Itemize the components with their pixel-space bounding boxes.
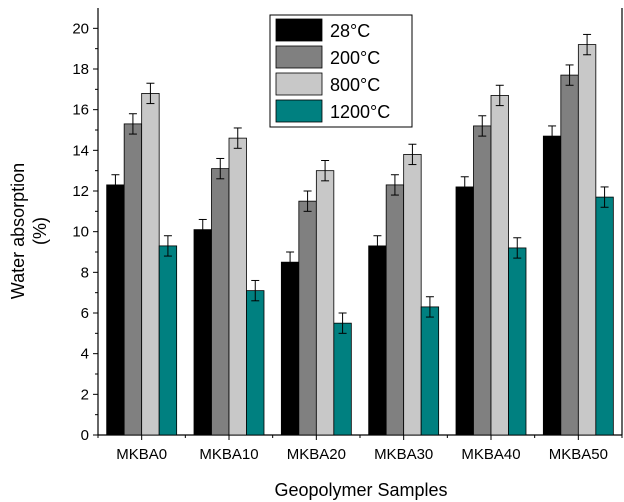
y-tick-label: 6 bbox=[81, 305, 89, 322]
bar bbox=[595, 196, 614, 436]
y-axis: 0 2 4 6 8 10 12 14 16 18 20 bbox=[72, 20, 98, 444]
y-tick-label: 20 bbox=[72, 20, 89, 37]
legend-swatch bbox=[275, 18, 323, 42]
bar bbox=[228, 137, 247, 436]
bar bbox=[403, 153, 422, 436]
bar bbox=[542, 135, 562, 436]
bar bbox=[473, 125, 492, 436]
y-tick-label: 2 bbox=[81, 386, 89, 403]
bar bbox=[385, 184, 405, 436]
x-tick-label: MKBA10 bbox=[199, 446, 258, 463]
x-tick-label: MKBA0 bbox=[116, 446, 167, 463]
x-axis: MKBA0 MKBA10 MKBA20 MKBA30 MKBA40 MKBA50 bbox=[97, 435, 623, 463]
y-tick-label: 10 bbox=[72, 224, 89, 241]
x-tick-label: MKBA20 bbox=[287, 446, 346, 463]
bar bbox=[211, 168, 230, 436]
legend-swatch bbox=[275, 99, 323, 123]
bar bbox=[560, 74, 579, 436]
errorbars-layer bbox=[111, 33, 609, 334]
y-tick-label: 14 bbox=[72, 142, 89, 159]
bar bbox=[420, 306, 440, 436]
y-tick-label: 12 bbox=[72, 183, 89, 200]
y-tick-label: 4 bbox=[81, 346, 89, 363]
legend-label: 28°C bbox=[330, 21, 370, 41]
bar bbox=[315, 170, 335, 436]
x-tick-label: MKBA50 bbox=[549, 446, 608, 463]
y-axis-title-line1: Water absorption bbox=[8, 163, 28, 299]
bar bbox=[508, 247, 527, 436]
x-tick-label: MKBA30 bbox=[374, 446, 433, 463]
x-tick-label: MKBA40 bbox=[461, 446, 520, 463]
bar bbox=[280, 261, 300, 436]
y-tick-label: 0 bbox=[81, 427, 89, 444]
bar bbox=[123, 123, 143, 436]
bars-layer bbox=[106, 44, 614, 436]
bar bbox=[333, 322, 352, 436]
legend-swatch bbox=[275, 72, 323, 96]
y-tick-label: 8 bbox=[81, 264, 89, 281]
legend-swatch bbox=[275, 45, 323, 69]
bar bbox=[193, 229, 212, 436]
bar bbox=[368, 245, 387, 436]
bar bbox=[298, 200, 317, 436]
bar bbox=[141, 93, 160, 436]
bar bbox=[577, 44, 597, 436]
legend-label: 1200°C bbox=[330, 102, 390, 122]
legend-label: 800°C bbox=[330, 75, 380, 95]
bar bbox=[158, 245, 178, 436]
bar bbox=[106, 184, 125, 436]
bar bbox=[490, 95, 509, 436]
y-tick-label: 18 bbox=[72, 61, 89, 78]
bar bbox=[246, 290, 265, 436]
legend-label: 200°C bbox=[330, 48, 380, 68]
y-axis-title-line2: (%) bbox=[30, 217, 50, 245]
y-tick-label: 16 bbox=[72, 102, 89, 119]
x-axis-title: Geopolymer Samples bbox=[274, 480, 447, 500]
bar bbox=[455, 186, 474, 436]
legend: 28°C 200°C 800°C 1200°C bbox=[269, 14, 413, 128]
